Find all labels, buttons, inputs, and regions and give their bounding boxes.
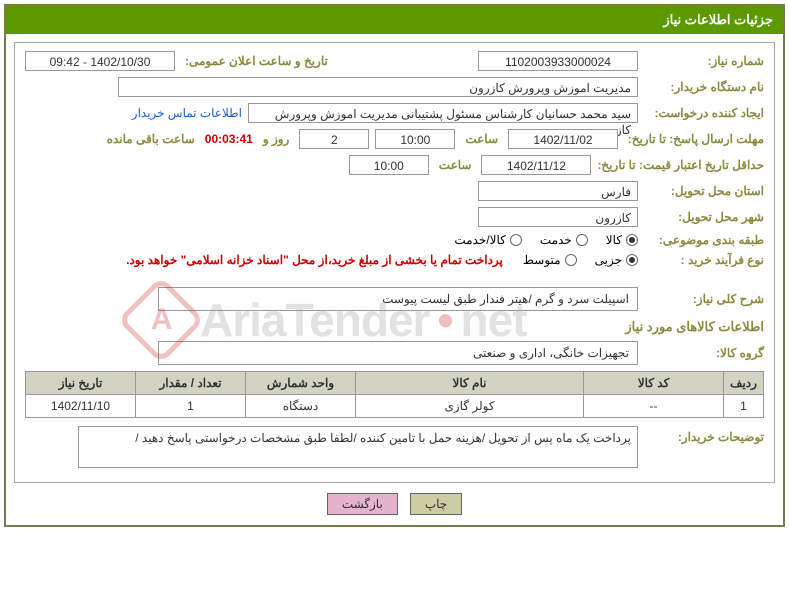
link-buyer-contact[interactable]: اطلاعات تماس خریدار bbox=[132, 106, 242, 120]
field-buyer-notes: پرداخت یک ماه پس از تحویل /هزینه حمل با … bbox=[78, 426, 638, 468]
radio-label: خدمت bbox=[540, 233, 572, 247]
radio-icon bbox=[576, 234, 588, 246]
label-announce-datetime: تاریخ و ساعت اعلان عمومی: bbox=[181, 54, 332, 68]
label-need-number: شماره نیاز: bbox=[644, 54, 764, 68]
label-price-validity: حداقل تاریخ اعتبار قیمت: تا تاریخ: bbox=[597, 158, 764, 172]
field-announce-datetime: 1402/10/30 - 09:42 bbox=[25, 51, 175, 71]
field-description: اسپیلت سرد و گرم /هیتر فندار طبق لیست پی… bbox=[158, 287, 638, 311]
field-price-validity-date: 1402/11/12 bbox=[481, 155, 591, 175]
purchase-type-radio-group: جزیی متوسط bbox=[523, 253, 638, 267]
outer-frame: جزئیات اطلاعات نیاز شماره نیاز: 11020039… bbox=[4, 4, 785, 527]
th-unit: واحد شمارش bbox=[246, 372, 356, 395]
label-province: استان محل تحویل: bbox=[644, 184, 764, 198]
radio-jozei[interactable]: جزیی bbox=[595, 253, 638, 267]
row-category: طبقه بندی موضوعی: کالا خدمت کالا/خدمت bbox=[25, 233, 764, 247]
radio-icon bbox=[626, 234, 638, 246]
row-description: شرح کلی نیاز: اسپیلت سرد و گرم /هیتر فند… bbox=[25, 287, 764, 311]
field-remaining-time: 00:03:41 bbox=[205, 132, 253, 146]
back-button[interactable]: بازگشت bbox=[327, 493, 398, 515]
radio-label: جزیی bbox=[595, 253, 622, 267]
header-title: جزئیات اطلاعات نیاز bbox=[663, 12, 773, 27]
header-bar: جزئیات اطلاعات نیاز bbox=[6, 6, 783, 34]
radio-icon bbox=[626, 254, 638, 266]
td-qty: 1 bbox=[136, 395, 246, 418]
form-container: شماره نیاز: 1102003933000024 تاریخ و ساع… bbox=[14, 42, 775, 483]
section-goods-info: اطلاعات کالاهای مورد نیاز bbox=[25, 319, 764, 335]
radio-motevasset[interactable]: متوسط bbox=[523, 253, 577, 267]
field-requester: سید محمد حسانیان کارشناس مسئول پشتیبانی … bbox=[248, 103, 638, 123]
radio-icon bbox=[510, 234, 522, 246]
purchase-note: پرداخت تمام یا بخشی از مبلغ خرید،از محل … bbox=[126, 253, 503, 267]
print-button[interactable]: چاپ bbox=[410, 493, 462, 515]
label-purchase-type: نوع فرآیند خرید : bbox=[644, 253, 764, 267]
row-need-number: شماره نیاز: 1102003933000024 تاریخ و ساع… bbox=[25, 51, 764, 71]
goods-table: ردیف کد کالا نام کالا واحد شمارش تعداد /… bbox=[25, 371, 764, 418]
td-unit: دستگاه bbox=[246, 395, 356, 418]
label-deadline-time: ساعت bbox=[461, 132, 502, 146]
label-remaining: ساعت باقی مانده bbox=[103, 132, 199, 146]
row-requester: ایجاد کننده درخواست: سید محمد حسانیان کا… bbox=[25, 103, 764, 123]
label-requester: ایجاد کننده درخواست: bbox=[644, 106, 764, 120]
table-row: 1 -- کولر گازی دستگاه 1 1402/11/10 bbox=[26, 395, 764, 418]
row-province: استان محل تحویل: فارس bbox=[25, 181, 764, 201]
label-city: شهر محل تحویل: bbox=[644, 210, 764, 224]
radio-khedmat[interactable]: خدمت bbox=[540, 233, 588, 247]
label-goods-group: گروه کالا: bbox=[644, 346, 764, 360]
radio-label: کالا/خدمت bbox=[454, 233, 505, 247]
label-price-validity-time: ساعت bbox=[435, 158, 476, 172]
radio-label: متوسط bbox=[523, 253, 561, 267]
th-code: کد کالا bbox=[584, 372, 724, 395]
label-buyer-notes: توضیحات خریدار: bbox=[644, 426, 764, 444]
label-description: شرح کلی نیاز: bbox=[644, 292, 764, 306]
label-days-and: روز و bbox=[259, 132, 294, 146]
row-purchase-type: نوع فرآیند خرید : جزیی متوسط پرداخت تمام… bbox=[25, 253, 764, 267]
field-city: کازرون bbox=[478, 207, 638, 227]
th-qty: تعداد / مقدار bbox=[136, 372, 246, 395]
field-deadline-time: 10:00 bbox=[375, 129, 455, 149]
th-row: ردیف bbox=[724, 372, 764, 395]
field-deadline-date: 1402/11/02 bbox=[508, 129, 618, 149]
row-price-validity: حداقل تاریخ اعتبار قیمت: تا تاریخ: 1402/… bbox=[25, 155, 764, 175]
radio-kala[interactable]: کالا bbox=[606, 233, 638, 247]
label-deadline: مهلت ارسال پاسخ: تا تاریخ: bbox=[624, 132, 764, 146]
th-date: تاریخ نیاز bbox=[26, 372, 136, 395]
label-category: طبقه بندی موضوعی: bbox=[644, 233, 764, 247]
row-deadline: مهلت ارسال پاسخ: تا تاریخ: 1402/11/02 سا… bbox=[25, 129, 764, 149]
row-buyer-notes: توضیحات خریدار: پرداخت یک ماه پس از تحوی… bbox=[25, 426, 764, 468]
row-buyer-org: نام دستگاه خریدار: مدیریت اموزش وپرورش ک… bbox=[25, 77, 764, 97]
label-buyer-org: نام دستگاه خریدار: bbox=[644, 80, 764, 94]
td-date: 1402/11/10 bbox=[26, 395, 136, 418]
field-need-number: 1102003933000024 bbox=[478, 51, 638, 71]
field-deadline-days: 2 bbox=[299, 129, 369, 149]
field-price-validity-time: 10:00 bbox=[349, 155, 429, 175]
field-province: فارس bbox=[478, 181, 638, 201]
button-row: چاپ بازگشت bbox=[6, 493, 783, 515]
td-code: -- bbox=[584, 395, 724, 418]
table-header-row: ردیف کد کالا نام کالا واحد شمارش تعداد /… bbox=[26, 372, 764, 395]
td-name: کولر گازی bbox=[356, 395, 584, 418]
field-goods-group: تجهیزات خانگی، اداری و صنعتی bbox=[158, 341, 638, 365]
row-city: شهر محل تحویل: کازرون bbox=[25, 207, 764, 227]
td-row: 1 bbox=[724, 395, 764, 418]
field-buyer-org: مدیریت اموزش وپرورش کازرون bbox=[118, 77, 638, 97]
row-goods-group: گروه کالا: تجهیزات خانگی، اداری و صنعتی bbox=[25, 341, 764, 365]
radio-kala-khedmat[interactable]: کالا/خدمت bbox=[454, 233, 521, 247]
radio-icon bbox=[565, 254, 577, 266]
radio-label: کالا bbox=[606, 233, 622, 247]
th-name: نام کالا bbox=[356, 372, 584, 395]
category-radio-group: کالا خدمت کالا/خدمت bbox=[454, 233, 638, 247]
